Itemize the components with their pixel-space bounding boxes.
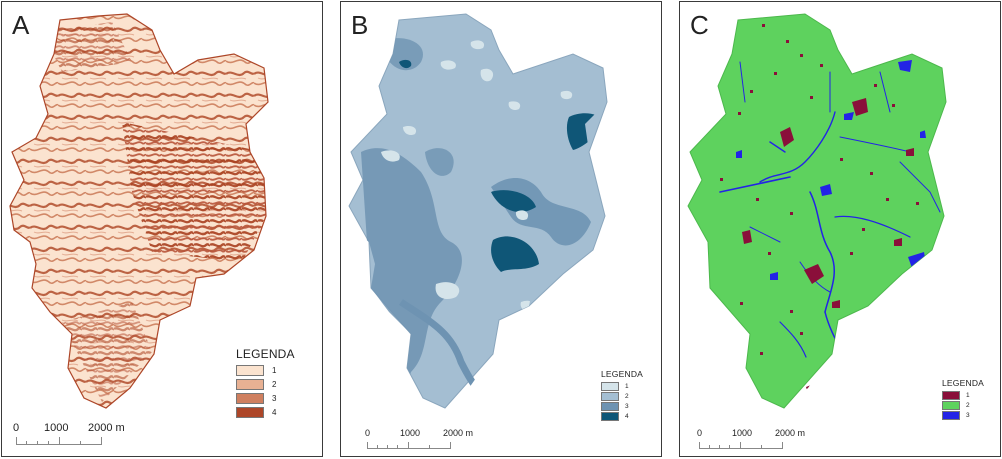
legend-swatch	[601, 381, 619, 391]
scale-label: 0	[697, 428, 703, 438]
map-c-landuse	[687, 13, 947, 409]
legend-swatch	[942, 400, 960, 410]
legend-title: LEGENDA	[236, 347, 295, 361]
map-b-zones	[348, 13, 608, 409]
legend-label: 2	[966, 401, 970, 409]
legend-swatch	[236, 365, 264, 376]
map-a-relief	[9, 13, 269, 409]
legend-item: 2	[942, 400, 984, 410]
legend-item: 3	[942, 410, 984, 420]
legend-a: LEGENDA 1 2 3 4	[236, 347, 295, 420]
legend-item: 4	[236, 406, 295, 419]
legend-swatch	[601, 391, 619, 401]
legend-item: 1	[942, 390, 984, 400]
scale-label: 2000 m	[775, 428, 806, 438]
scale-label: 0	[365, 428, 371, 438]
scale-bar-b: 0 1000 2000 m	[365, 428, 473, 449]
scale-line	[699, 440, 783, 449]
scale-label: 1000	[400, 428, 421, 438]
legend-label: 4	[272, 408, 277, 417]
legend-item: 1	[601, 381, 643, 391]
legend-swatch	[236, 379, 264, 390]
legend-item: 2	[236, 378, 295, 391]
scale-line	[367, 440, 451, 449]
map-panel-a: A LEGENDA 1 2 3 4 0 1000 2000 m	[1, 1, 323, 457]
scale-label: 1000	[44, 422, 69, 434]
legend-b: LEGENDA 1 2 3 4	[601, 369, 643, 421]
legend-item: 3	[236, 392, 295, 405]
panel-label-c: C	[690, 10, 709, 40]
panel-label-a: A	[12, 10, 30, 40]
legend-label: 4	[625, 412, 629, 420]
legend-swatch	[236, 393, 264, 404]
scale-bar-c: 0 1000 2000 m	[697, 428, 805, 449]
legend-item: 2	[601, 391, 643, 401]
legend-label: 1	[272, 366, 277, 375]
legend-swatch	[601, 411, 619, 421]
scale-bar-a: 0 1000 2000 m	[13, 422, 125, 445]
legend-title: LEGENDA	[942, 378, 985, 388]
map-panel-b: B LEGENDA 1 2 3 4 0 1000 2000 m	[340, 1, 662, 457]
legend-label: 1	[966, 391, 970, 399]
scale-label: 0	[13, 422, 20, 434]
scale-label: 2000 m	[443, 428, 474, 438]
panel-label-b: B	[351, 10, 369, 40]
legend-swatch	[942, 410, 960, 420]
legend-label: 3	[966, 411, 970, 419]
legend-item: 1	[236, 364, 295, 377]
legend-label: 3	[272, 394, 277, 403]
legend-label: 1	[625, 382, 629, 390]
legend-label: 2	[625, 392, 629, 400]
legend-label: 2	[272, 380, 277, 389]
legend-swatch	[236, 407, 264, 418]
legend-swatch	[942, 390, 960, 400]
legend-item: 3	[601, 401, 643, 411]
scale-label: 2000 m	[88, 422, 125, 434]
legend-title: LEGENDA	[601, 369, 644, 379]
legend-swatch	[601, 401, 619, 411]
legend-c: LEGENDA 1 2 3	[942, 378, 984, 420]
scale-line	[16, 436, 102, 445]
legend-label: 3	[625, 402, 629, 410]
legend-item: 4	[601, 411, 643, 421]
map-panel-c: C LEGENDA 1 2 3 0 1000 2000 m	[679, 1, 1001, 457]
scale-label: 1000	[732, 428, 753, 438]
